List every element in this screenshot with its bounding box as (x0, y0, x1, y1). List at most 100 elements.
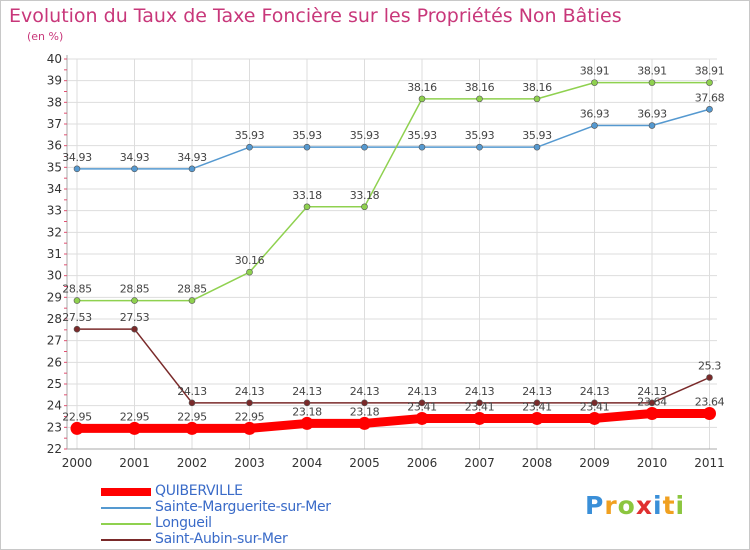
y-tick-label: 32 (47, 225, 62, 239)
y-axis: 22 23 24 25 26 27 28 29 30 31 32 33 34 35 36 37 38 39 40 (47, 52, 68, 456)
data-label: 27.53 (120, 311, 150, 324)
data-point (418, 399, 426, 407)
series-line-longueil (76, 81, 711, 302)
logo-letter: o (617, 491, 636, 520)
y-tick-label: 23 (47, 420, 62, 434)
y-tick-label: 29 (47, 290, 62, 304)
data-label: 23.64 (637, 395, 667, 408)
data-point (476, 95, 483, 103)
data-label: 38.91 (637, 65, 667, 78)
y-tick-label: 39 (47, 74, 62, 88)
data-label: 35.93 (522, 129, 552, 142)
data-label: 22.95 (62, 410, 92, 423)
data-label: 33.18 (292, 189, 322, 202)
data-label: 38.16 (465, 81, 495, 94)
grid (67, 58, 717, 450)
legend-label: Sainte-Marguerite-sur-Mer (155, 499, 331, 515)
y-tick-label: 31 (47, 247, 62, 261)
data-point (530, 411, 544, 425)
data-label: 38.91 (695, 65, 725, 78)
data-point (246, 399, 253, 407)
data-point (246, 268, 253, 276)
logo-letter: P (585, 491, 605, 520)
x-tick-label: 2008 (522, 456, 553, 470)
x-tick-label: 2006 (407, 456, 438, 470)
data-label: 22.95 (235, 410, 265, 423)
legend-swatch (101, 539, 151, 541)
data-point (185, 421, 199, 435)
data-point (358, 416, 371, 430)
data-point (418, 143, 426, 151)
data-label: 27.53 (62, 311, 92, 324)
data-point (188, 297, 196, 304)
data-label: 23.64 (695, 395, 725, 408)
data-point (533, 95, 541, 103)
chart-title: Evolution du Taux de Taxe Foncière sur l… (9, 5, 622, 27)
data-label: 25.3 (698, 360, 721, 373)
y-tick-label: 37 (47, 117, 62, 131)
x-tick-label: 2005 (349, 456, 380, 470)
data-label: 23.41 (407, 400, 437, 413)
data-point (303, 143, 311, 151)
logo-letter: i (675, 491, 686, 520)
data-point (533, 399, 541, 407)
data-point (645, 406, 659, 420)
data-point (131, 325, 138, 333)
series-line-sainte-marguerite-sur-mer (76, 108, 711, 170)
data-label: 24.13 (177, 385, 207, 398)
data-point (706, 374, 713, 381)
x-axis: 2000 2001 2002 2003 2004 2005 2006 2007 2008 2009… (62, 448, 725, 470)
data-label: 23.41 (580, 400, 610, 413)
y-tick-label: 36 (47, 139, 62, 153)
legend-swatch (101, 523, 151, 525)
data-label: 24.13 (637, 385, 667, 398)
x-tick-label: 2003 (234, 456, 265, 470)
data-label: 28.85 (177, 283, 207, 296)
data-point (588, 411, 601, 425)
data-label: 36.93 (637, 108, 667, 121)
data-point (70, 421, 84, 435)
logo-letter: i (653, 491, 663, 520)
data-label: 24.13 (465, 385, 495, 398)
data-point (591, 79, 598, 86)
data-point (648, 399, 656, 407)
data-label: 37.68 (695, 91, 725, 104)
logo-letter: x (635, 491, 653, 520)
data-point (246, 143, 253, 151)
data-label: 24.13 (522, 385, 552, 398)
series-line-saint-aubin-sur-mer (76, 328, 711, 404)
y-tick-label: 38 (47, 95, 62, 109)
y-tick-label: 25 (47, 377, 62, 391)
data-label: 23.18 (350, 405, 380, 418)
data-label: 34.93 (62, 151, 92, 164)
data-label: 23.41 (522, 400, 552, 413)
legend-swatch (101, 507, 151, 509)
data-point (73, 325, 81, 333)
x-tick-label: 2011 (694, 456, 725, 470)
data-label: 35.93 (235, 129, 265, 142)
x-tick-label: 2010 (637, 456, 668, 470)
data-point (418, 95, 426, 103)
data-label: 38.91 (580, 65, 610, 78)
data-point (361, 399, 368, 407)
data-point (648, 79, 656, 86)
data-label: 36.93 (580, 108, 610, 121)
data-point (648, 122, 656, 129)
data-labels: 22.95 22.95 22.95 22.95 23.18 23.18 23.41 23.41… (62, 65, 725, 424)
data-point (300, 416, 314, 430)
data-label: 38.16 (522, 81, 552, 94)
data-point (361, 203, 368, 211)
data-point (476, 143, 483, 151)
legend-swatch (101, 488, 151, 496)
y-tick-label: 30 (47, 269, 62, 283)
data-point (131, 297, 138, 304)
legend-label: Saint-Aubin-sur-Mer (155, 531, 288, 547)
proxiti-logo: Proxiti (585, 491, 685, 520)
x-tick-label: 2007 (464, 456, 495, 470)
x-tick-label: 2009 (579, 456, 610, 470)
data-label: 34.93 (177, 151, 207, 164)
data-label: 24.13 (580, 385, 610, 398)
data-label: 34.93 (120, 151, 150, 164)
data-point (706, 105, 713, 113)
